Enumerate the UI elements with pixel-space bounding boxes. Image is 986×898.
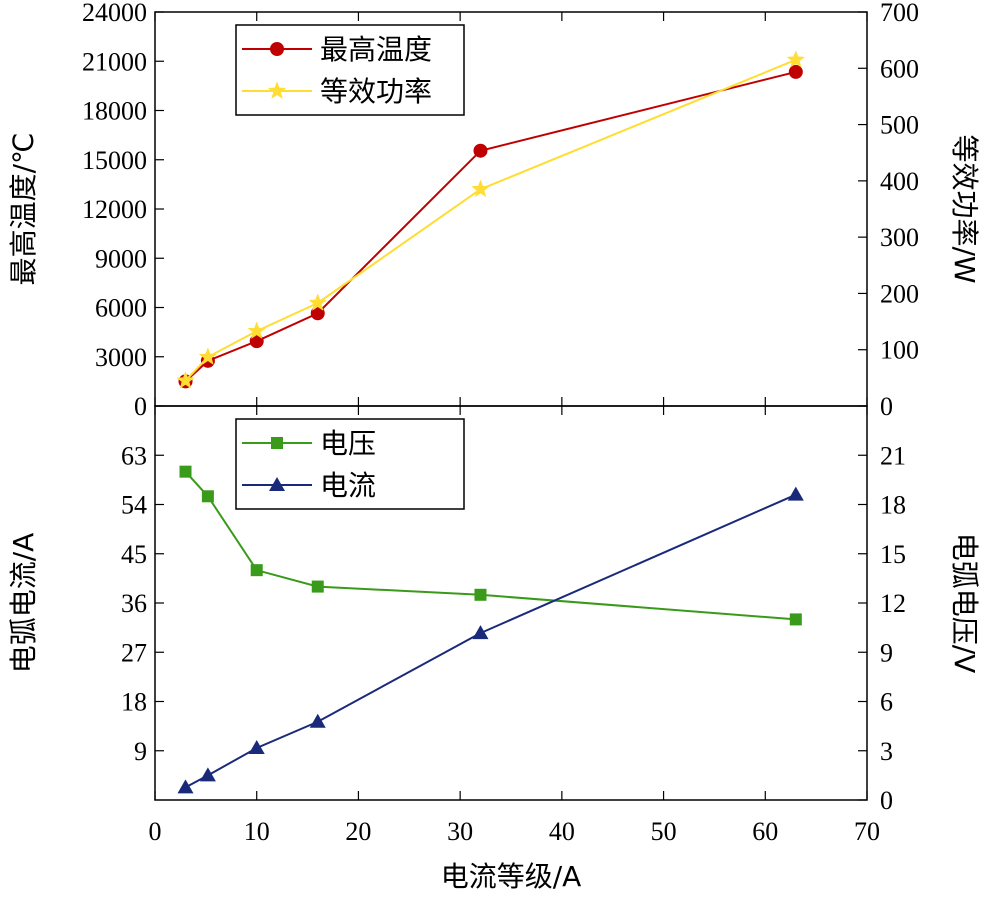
- left-tick-label: 18: [121, 688, 147, 717]
- legend-marker-等效功率: [267, 81, 287, 99]
- legend-marker-最高温度: [270, 42, 284, 56]
- x-tick-label: 0: [149, 817, 162, 846]
- data-point-电压: [311, 580, 324, 593]
- right-tick-label: 15: [880, 540, 906, 569]
- data-point-等效功率: [247, 321, 266, 339]
- data-point-电压: [179, 465, 192, 478]
- left-tick-label: 18000: [82, 97, 147, 126]
- data-point-电流: [199, 767, 216, 782]
- data-point-电压: [474, 588, 487, 601]
- data-point-电流: [309, 713, 326, 728]
- left-tick-label: 9: [134, 737, 147, 766]
- left-tick-label: 9000: [95, 244, 147, 273]
- left-axis-title: 最高温度/℃: [7, 133, 40, 286]
- legend-marker-电压: [271, 437, 283, 449]
- left-axis-title: 电弧电流/A: [7, 533, 40, 674]
- data-point-等效功率: [786, 50, 806, 68]
- legend-label-最高温度: 最高温度: [320, 33, 432, 66]
- right-axis-title: 等效功率/W: [948, 134, 981, 283]
- left-tick-label: 15000: [82, 146, 147, 175]
- right-tick-label: 200: [880, 279, 919, 308]
- x-tick-label: 30: [447, 817, 473, 846]
- right-tick-label: 300: [880, 223, 919, 252]
- data-point-电压: [201, 490, 214, 503]
- x-axis-title: 电流等级/A: [441, 860, 582, 893]
- data-point-电流: [472, 625, 489, 640]
- x-tick-label: 20: [345, 817, 371, 846]
- left-tick-label: 27: [121, 638, 147, 667]
- left-tick-label: 3000: [95, 343, 147, 372]
- left-tick-label: 24000: [82, 0, 147, 27]
- series-line-最高温度: [184, 70, 797, 383]
- right-axis-title: 电弧电压/V: [948, 533, 981, 674]
- data-point-等效功率: [471, 179, 490, 198]
- data-point-电压: [250, 564, 263, 577]
- left-tick-label: 45: [121, 540, 147, 569]
- right-tick-label: 600: [880, 54, 919, 83]
- x-tick-label: 50: [651, 817, 677, 846]
- right-tick-label: 21: [880, 441, 906, 470]
- data-point-电流: [248, 740, 265, 755]
- legend-box-bottom: [235, 418, 465, 510]
- legend-marker-电流: [269, 477, 285, 491]
- left-tick-label: 0: [134, 392, 147, 421]
- left-tick-label: 63: [121, 441, 147, 470]
- right-tick-label: 700: [880, 0, 919, 27]
- left-tick-label: 54: [121, 491, 147, 520]
- data-point-电流: [177, 779, 194, 794]
- right-tick-label: 0: [880, 392, 893, 421]
- right-tick-label: 100: [880, 336, 919, 365]
- legend-label-等效功率: 等效功率: [320, 75, 432, 108]
- data-point-最高温度: [473, 143, 488, 158]
- data-point-电流: [787, 486, 804, 501]
- right-tick-label: 12: [880, 589, 906, 618]
- right-tick-label: 18: [880, 491, 906, 520]
- left-tick-label: 21000: [82, 47, 147, 76]
- left-tick-label: 36: [121, 589, 147, 618]
- data-point-等效功率: [198, 347, 218, 365]
- legend-label-电压: 电压: [320, 427, 376, 460]
- right-tick-label: 0: [880, 786, 893, 815]
- right-tick-label: 3: [880, 737, 893, 766]
- left-tick-label: 6000: [95, 294, 147, 323]
- x-tick-label: 40: [549, 817, 575, 846]
- left-tick-label: 12000: [82, 195, 147, 224]
- right-tick-label: 6: [880, 688, 893, 717]
- right-tick-label: 500: [880, 111, 919, 140]
- legend-box-top: [235, 24, 465, 116]
- data-point-电压: [789, 613, 802, 626]
- data-point-等效功率: [176, 370, 195, 389]
- right-tick-label: 9: [880, 638, 893, 667]
- data-point-最高温度: [788, 64, 803, 79]
- legend-label-电流: 电流: [320, 469, 376, 502]
- data-point-等效功率: [308, 293, 327, 311]
- right-tick-label: 400: [880, 167, 919, 196]
- x-tick-label: 60: [752, 817, 778, 846]
- x-tick-label: 10: [244, 817, 270, 846]
- series-line-电流: [185, 493, 797, 789]
- x-tick-label: 70: [854, 817, 880, 846]
